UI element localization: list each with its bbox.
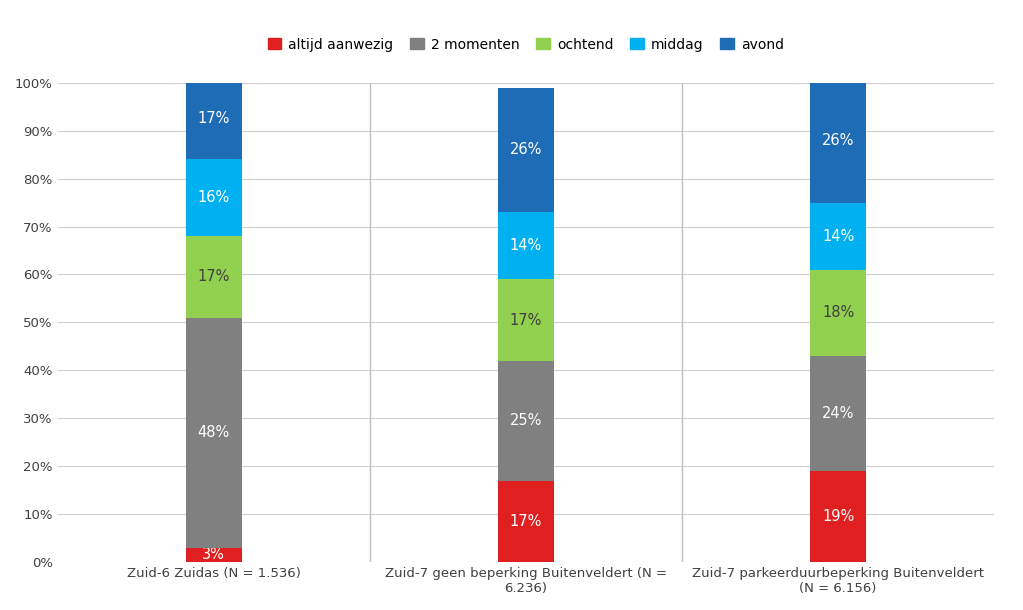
Bar [810,471,866,562]
Text: 17%: 17% [197,270,230,284]
Text: 25%: 25% [509,413,542,428]
Text: 17%: 17% [197,111,230,126]
Bar [810,356,866,471]
Legend: altijd aanwezig, 2 momenten, ochtend, middag, avond: altijd aanwezig, 2 momenten, ochtend, mi… [262,32,790,57]
Bar [498,361,554,481]
Bar [498,279,554,361]
Text: 14%: 14% [821,229,854,243]
Bar [186,159,241,236]
Bar [810,203,866,270]
Bar [810,78,866,203]
Bar [498,212,554,279]
Text: 17%: 17% [509,312,542,328]
Bar [498,481,554,562]
Text: 48%: 48% [197,425,230,440]
Bar [186,236,241,318]
Text: 26%: 26% [509,142,542,157]
Bar [186,318,241,548]
Text: 14%: 14% [509,239,542,253]
Text: 26%: 26% [821,133,854,148]
Text: 3%: 3% [203,547,225,562]
Text: 16%: 16% [197,190,230,206]
Text: 24%: 24% [821,406,854,421]
Bar [186,548,241,562]
Text: 19%: 19% [821,509,854,524]
Text: 18%: 18% [821,306,854,320]
Text: 17%: 17% [509,514,542,529]
Bar [186,78,241,159]
Bar [498,87,554,212]
Bar [810,270,866,356]
